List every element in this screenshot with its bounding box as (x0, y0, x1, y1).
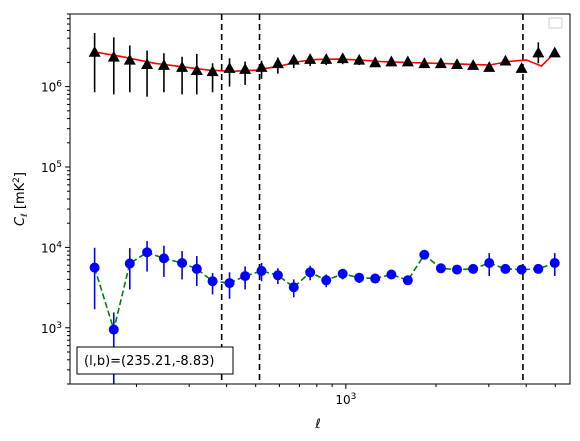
upper-point-24 (483, 61, 496, 72)
x-tick-label-0: 103 (335, 392, 356, 407)
y-tick-label-1: 104 (41, 240, 62, 255)
annotation-box (76, 346, 234, 375)
lower-point-5 (177, 257, 188, 268)
y-axis-label-main: C (13, 216, 28, 226)
upper-point-23 (467, 59, 480, 70)
y-tick-label-0: 103 (41, 321, 62, 336)
x-axis-ticks: 103 (135, 384, 556, 407)
y-axis-label-unit-open: [mK (13, 182, 28, 213)
lower-point-13 (305, 267, 316, 278)
upper-point-9 (239, 63, 252, 74)
upper-point-6 (190, 64, 203, 75)
upper-point-20 (418, 57, 431, 69)
upper-point-11 (271, 57, 284, 69)
lower-point-21 (435, 263, 446, 274)
lower-point-9 (240, 271, 251, 282)
upper-data-points (88, 45, 561, 77)
upper-point-12 (287, 53, 300, 65)
y-axis-label-sub: ℓ (20, 213, 30, 218)
upper-point-28 (548, 46, 561, 58)
upper-point-2 (123, 53, 136, 65)
lower-point-23 (468, 263, 479, 274)
y-tick-label-2: 105 (41, 160, 62, 175)
upper-point-16 (353, 53, 366, 65)
vertical-reference-lines (220, 14, 524, 384)
lower-point-7 (207, 276, 218, 287)
lower-point-24 (484, 257, 495, 268)
lower-point-11 (272, 270, 283, 281)
lower-point-12 (288, 282, 299, 293)
lower-point-26 (516, 264, 527, 275)
lower-point-1 (108, 324, 119, 335)
upper-point-17 (369, 56, 382, 68)
upper-point-4 (157, 59, 170, 70)
y-axis-label: Cℓ [mK2] (12, 172, 30, 226)
lower-point-25 (500, 263, 511, 274)
lower-point-20 (419, 249, 430, 260)
y-tick-label-3: 106 (41, 80, 62, 95)
upper-point-14 (320, 53, 333, 64)
upper-point-7 (206, 65, 219, 77)
lower-point-22 (452, 264, 463, 275)
lower-point-8 (224, 278, 235, 289)
lower-data-points (89, 247, 560, 335)
lower-point-27 (533, 263, 544, 274)
upper-point-5 (176, 61, 189, 72)
lower-point-18 (386, 269, 397, 280)
lower-point-0 (89, 262, 100, 273)
upper-point-22 (451, 58, 464, 69)
y-axis-label-unit-close: ] (13, 172, 28, 177)
upper-point-8 (223, 62, 236, 73)
lower-point-2 (124, 258, 135, 269)
lower-point-28 (549, 257, 560, 268)
annotation-text: (l,b)=(235.21,-8.83) (84, 354, 214, 369)
lower-point-4 (158, 253, 169, 264)
lower-point-19 (402, 275, 413, 286)
y-axis-ticks: 103 104 105 106 (41, 13, 70, 385)
lower-point-16 (354, 272, 365, 283)
upper-point-19 (401, 55, 414, 67)
lower-point-17 (370, 273, 381, 284)
upper-point-15 (336, 52, 349, 64)
upper-point-3 (141, 58, 154, 69)
upper-point-10 (255, 61, 268, 72)
legend-box (548, 17, 563, 29)
upper-point-21 (434, 57, 447, 69)
lower-point-14 (321, 275, 332, 286)
plot-frame (69, 13, 571, 385)
x-axis-label: ℓ (314, 417, 320, 432)
upper-point-0 (88, 45, 101, 57)
lower-point-6 (191, 263, 202, 274)
y-axis-label-unit-sup: 2 (12, 177, 22, 183)
upper-point-27 (532, 46, 545, 58)
lower-point-10 (256, 265, 267, 276)
upper-point-1 (107, 50, 120, 62)
upper-point-13 (304, 53, 317, 64)
lower-point-3 (142, 247, 153, 258)
upper-point-25 (499, 54, 512, 66)
lower-point-15 (337, 268, 348, 279)
upper-point-18 (385, 55, 398, 67)
upper-point-26 (515, 62, 528, 73)
